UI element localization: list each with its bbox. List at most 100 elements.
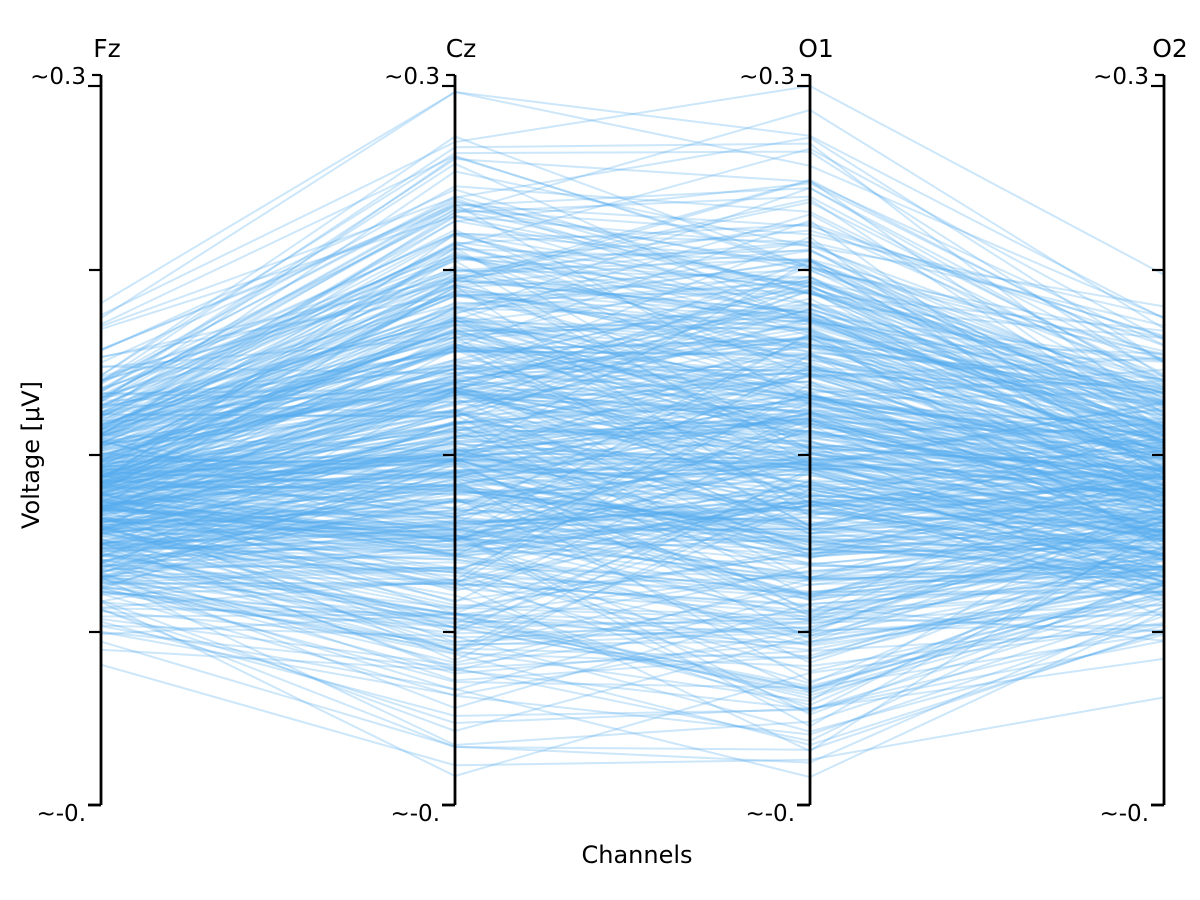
epoch-line (100, 262, 1165, 417)
epoch-line (100, 515, 1165, 639)
epoch-line (100, 390, 1165, 557)
axis-title-cz: Cz (446, 34, 477, 63)
epoch-line (100, 488, 1165, 662)
epoch-line (100, 411, 1165, 535)
epoch-line (100, 269, 1165, 417)
axis-top-tick-label-o2: ~0.3 (1093, 64, 1149, 90)
axis-title-fz: Fz (93, 34, 121, 63)
epoch-line (100, 246, 1165, 402)
epoch-line (100, 506, 1165, 644)
epoch-line (100, 170, 1165, 414)
epoch-line (100, 374, 1165, 469)
epoch-line (100, 487, 1165, 556)
epoch-line (100, 292, 1165, 434)
epoch-line (100, 250, 1165, 473)
epoch-line (100, 233, 1165, 431)
epoch-line (100, 543, 1165, 583)
epoch-line (100, 215, 1165, 434)
epoch-line (100, 268, 1165, 428)
epoch-line (100, 338, 1165, 513)
epoch-line (100, 323, 1165, 417)
epoch-line (100, 554, 1165, 596)
epoch-line (100, 543, 1164, 593)
epoch-line (100, 394, 1165, 491)
epoch-line (100, 497, 1165, 664)
epoch-line (100, 228, 1165, 408)
epoch-line (100, 439, 1165, 597)
epoch-line (100, 531, 1165, 587)
epoch-line (100, 346, 1165, 479)
epoch-line (100, 289, 1165, 468)
epoch-line (100, 483, 1165, 555)
epoch-line (100, 232, 1165, 484)
epoch-line (100, 352, 1165, 495)
epoch-line (100, 322, 1165, 491)
epoch-line (100, 247, 1165, 419)
epoch-line (100, 259, 1165, 395)
epoch-line (100, 320, 1165, 548)
epoch-line (100, 418, 1165, 552)
epoch-line (100, 284, 1165, 505)
epoch-line (100, 529, 1165, 566)
epoch-line (100, 525, 1165, 625)
epoch-line (100, 305, 1165, 432)
epoch-line (100, 386, 1165, 460)
epoch-line (100, 223, 1165, 418)
epoch-line (100, 467, 1165, 652)
epoch-line (100, 470, 1165, 630)
epoch-line (100, 219, 1165, 480)
epoch-line (100, 501, 1165, 529)
epoch-line (100, 343, 1165, 441)
epoch-line (100, 213, 1165, 444)
epoch-line (100, 208, 1165, 398)
epoch-line (100, 288, 1165, 504)
parallel-axis-cz: Cz~0.3 ~-0. (384, 34, 476, 827)
epoch-line (100, 401, 1165, 542)
epoch-line (100, 455, 1165, 468)
epoch-line (100, 462, 1165, 551)
epoch-line (100, 243, 1165, 414)
epoch-line (100, 566, 1165, 673)
epoch-line (100, 182, 1165, 416)
epoch-line (100, 259, 1165, 469)
epoch-line (100, 378, 1165, 474)
epoch-line (100, 577, 1165, 675)
epoch-line (100, 364, 1165, 447)
epoch-line (100, 389, 1165, 461)
epoch-line (100, 457, 1165, 508)
epoch-line (100, 232, 1165, 393)
epoch-line (100, 459, 1165, 531)
epoch-line (100, 492, 1165, 550)
epoch-line (100, 276, 1165, 445)
epoch-line (100, 473, 1165, 557)
epoch-line (100, 316, 1165, 481)
epoch-line (100, 442, 1165, 481)
epoch-line (100, 470, 1165, 574)
epoch-line (100, 440, 1165, 552)
epoch-line (100, 557, 1165, 635)
epoch-line (100, 279, 1165, 478)
epoch-line (100, 405, 1165, 469)
epoch-line (100, 590, 1165, 694)
epoch-line (100, 408, 1165, 491)
epoch-line (100, 336, 1165, 437)
epoch-line (100, 501, 1165, 597)
epoch-line (100, 294, 1165, 450)
epoch-line (100, 328, 1165, 469)
epoch-line (100, 147, 1165, 407)
epoch-line (100, 307, 1165, 435)
epoch-line (100, 265, 1165, 441)
epoch-line (100, 521, 1165, 578)
epoch-line (100, 401, 1165, 489)
epoch-line (100, 499, 1165, 524)
epoch-line (100, 468, 1165, 553)
epoch-line (100, 508, 1165, 581)
epoch-line (100, 277, 1165, 428)
epoch-line (100, 201, 1165, 390)
epoch-line (100, 90, 1165, 319)
epoch-line (100, 430, 1165, 547)
epoch-line (100, 515, 1165, 561)
epoch-line (100, 445, 1165, 552)
epoch-line (100, 355, 1165, 488)
epoch-line (100, 232, 1165, 418)
